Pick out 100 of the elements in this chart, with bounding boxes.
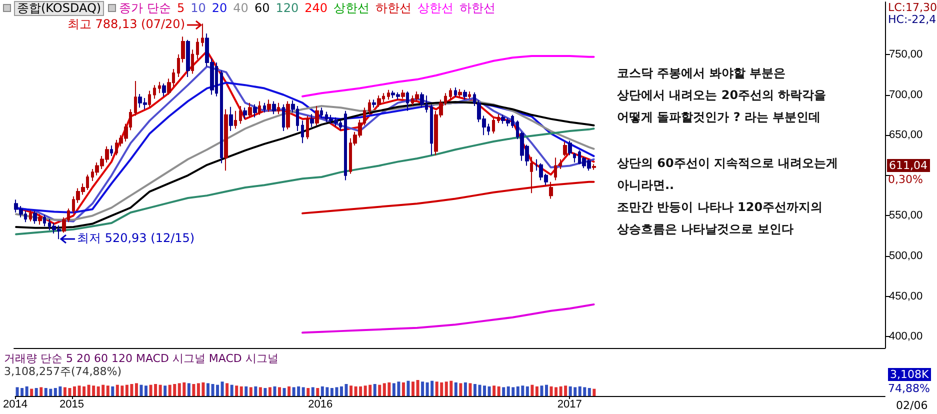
bar (134, 383, 138, 396)
candlestick (286, 100, 290, 130)
bar (187, 383, 190, 396)
bar (226, 383, 229, 396)
y-tick-label: 650,00 (889, 129, 923, 142)
text: 상한선 (418, 1, 454, 15)
bar (502, 387, 506, 396)
bar (235, 386, 238, 396)
candlestick (344, 110, 347, 181)
chart-title: 종합(KOSDAQ) (14, 1, 104, 16)
candlestick (277, 102, 280, 115)
annotation: 상한선 (334, 1, 370, 15)
annotation: 611,04 (887, 159, 930, 172)
candlestick (158, 81, 161, 94)
bar (535, 386, 538, 396)
candlestick (258, 100, 261, 116)
annotation: 상단의 60주선이 지속적으로 내려오는게 아니라면.. 조만간 반등이 나타나 120주선까지의 상승흐름은 나타날것으로 보인다 (617, 155, 838, 238)
candlestick (248, 102, 252, 118)
text: 20 (212, 1, 228, 15)
bar (421, 382, 424, 396)
candlestick (306, 115, 309, 140)
candlestick (253, 104, 257, 118)
y-tick-label: 400,00 (889, 330, 923, 343)
bar (406, 380, 410, 396)
candlestick (320, 107, 323, 119)
y-tick-label: 750,00 (889, 48, 923, 60)
candlestick (372, 99, 376, 108)
bar (30, 388, 34, 396)
candlestick (282, 104, 285, 132)
bar (230, 384, 234, 396)
bar (459, 383, 462, 396)
candlestick (377, 95, 381, 108)
text: 120 (276, 1, 299, 15)
bar (378, 384, 382, 396)
text: 3,108,257주(74,88%) (4, 365, 122, 378)
x-tick-label: 2016 (308, 398, 333, 410)
text: 하한선 (460, 1, 496, 15)
bar (111, 386, 114, 396)
text: 5 (176, 1, 185, 15)
y-tick-label: 550,00 (889, 210, 923, 222)
line-series (302, 303, 595, 334)
candlestick (153, 84, 156, 100)
x-tick-label: 2017 (557, 398, 582, 410)
x-tick-label: 2015 (60, 398, 84, 410)
candlestick (224, 108, 228, 172)
candlestick (186, 39, 190, 78)
candlestick (530, 156, 533, 194)
candlestick (263, 102, 266, 113)
candlestick (573, 152, 576, 163)
text: 거래량 단순 5 20 60 120 MACD 시그널 MACD 시그널 (4, 352, 278, 365)
candlestick (29, 210, 32, 222)
bar (278, 387, 281, 396)
candlestick (33, 210, 37, 224)
bar (544, 384, 548, 396)
bar (192, 384, 196, 396)
text: 10 (190, 1, 206, 15)
candlestick (148, 90, 151, 108)
bar (258, 387, 262, 396)
annotation: 240 (304, 1, 328, 15)
text: 02/06 (896, 399, 928, 412)
line-series (15, 82, 595, 214)
bar (249, 387, 252, 396)
text: 하한선 (376, 1, 412, 15)
annotation: 최저 520,93 (12/15) (77, 231, 195, 246)
candlestick (415, 91, 419, 102)
line-series (302, 180, 595, 214)
candlestick (430, 104, 433, 156)
candlestick (468, 91, 471, 100)
candlestick (272, 100, 276, 115)
y-tick-label: 450,00 (889, 290, 923, 302)
bar (140, 384, 143, 396)
bar (206, 383, 210, 396)
candlestick (387, 89, 390, 100)
bar (158, 384, 162, 396)
y-tick-label: 700,00 (889, 88, 923, 101)
bar (273, 386, 276, 396)
candlestick (463, 89, 467, 100)
bar (454, 382, 458, 396)
bar (588, 388, 591, 396)
candlestick (449, 88, 452, 100)
candlestick (420, 92, 424, 108)
text: 0,30% (888, 173, 923, 186)
bar (483, 386, 486, 396)
candlestick (229, 106, 233, 132)
bar (464, 382, 467, 396)
bar (220, 382, 224, 396)
text: 60 (254, 1, 270, 15)
bar (40, 387, 43, 396)
candlestick (592, 164, 596, 170)
bar (416, 380, 420, 396)
bar (302, 387, 305, 396)
candlestick (315, 106, 319, 126)
bar (254, 386, 258, 396)
candlestick (191, 49, 194, 74)
candlestick (267, 99, 271, 112)
bar (72, 386, 76, 396)
bar (592, 388, 596, 396)
candlestick (243, 107, 247, 120)
candlestick (43, 214, 46, 227)
bar (268, 387, 272, 396)
